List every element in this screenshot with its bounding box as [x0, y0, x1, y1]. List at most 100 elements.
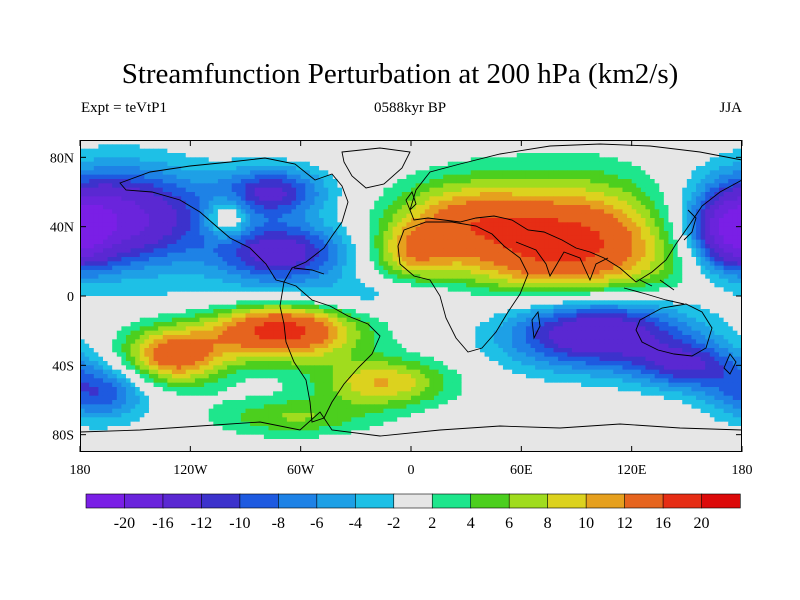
- field-cell: [231, 265, 237, 271]
- field-cell: [213, 200, 219, 206]
- field-cell: [240, 183, 246, 189]
- field-cell: [162, 248, 168, 254]
- field-cell: [286, 235, 292, 241]
- field-cell: [562, 218, 568, 223]
- field-cell: [673, 226, 679, 232]
- field-cell: [273, 261, 279, 267]
- field-cell: [479, 213, 485, 219]
- field-cell: [199, 283, 205, 288]
- field-cell: [355, 265, 361, 271]
- field-cell: [705, 270, 711, 275]
- field-cell: [576, 222, 582, 228]
- field-cell: [654, 192, 660, 197]
- field-cell: [360, 287, 366, 293]
- field-cell: [130, 140, 136, 145]
- field-cell: [429, 153, 435, 158]
- field-cell: [502, 257, 508, 262]
- field-cell: [194, 140, 200, 145]
- field-cell: [525, 183, 531, 189]
- field-cell: [231, 170, 237, 176]
- field-cell: [319, 252, 325, 258]
- field-cell: [102, 161, 108, 167]
- field-cell: [176, 270, 182, 275]
- field-cell: [502, 170, 508, 176]
- field-cell: [360, 174, 366, 180]
- field-cell: [411, 231, 416, 236]
- field-cell: [498, 244, 504, 249]
- field-cell: [654, 179, 660, 184]
- field-cell: [590, 231, 596, 236]
- field-cell: [567, 235, 573, 241]
- field-cell: [640, 274, 646, 280]
- field-cell: [374, 200, 380, 206]
- field-cell: [300, 140, 306, 145]
- field-cell: [590, 161, 596, 167]
- field-cell: [728, 161, 734, 167]
- field-cell: [682, 261, 688, 267]
- field-cell: [484, 274, 490, 280]
- field-cell: [470, 161, 476, 167]
- field-cell: [599, 166, 605, 171]
- field-cell: [236, 144, 242, 150]
- field-cell: [493, 270, 499, 275]
- field-cell: [323, 235, 329, 241]
- field-cell: [125, 205, 131, 210]
- field-cell: [696, 205, 702, 210]
- field-cell: [498, 196, 504, 202]
- field-cell: [535, 283, 541, 288]
- field-cell: [475, 252, 481, 258]
- field-cell: [484, 270, 490, 275]
- field-cell: [204, 261, 210, 267]
- field-cell: [190, 179, 196, 184]
- field-cell: [351, 274, 357, 280]
- field-cell: [737, 213, 742, 219]
- field-cell: [130, 174, 136, 180]
- field-cell: [599, 157, 605, 163]
- field-cell: [116, 174, 122, 180]
- field-cell: [93, 265, 99, 271]
- field-cell: [433, 252, 439, 258]
- field-cell: [139, 218, 145, 223]
- field-cell: [291, 235, 297, 241]
- field-cell: [576, 205, 582, 210]
- field-cell: [663, 278, 669, 284]
- field-cell: [125, 213, 131, 219]
- field-cell: [116, 153, 122, 158]
- field-cell: [355, 187, 361, 193]
- field-cell: [567, 270, 573, 275]
- field-cell: [525, 144, 531, 150]
- field-cell: [392, 265, 398, 271]
- field-cell: [388, 244, 394, 249]
- field-cell: [438, 153, 444, 158]
- field-cell: [709, 205, 715, 210]
- field-cell: [383, 183, 389, 189]
- field-cell: [613, 283, 619, 288]
- field-cell: [581, 161, 587, 167]
- field-cell: [535, 274, 541, 280]
- field-cell: [181, 170, 187, 176]
- field-cell: [673, 261, 679, 267]
- field-cell: [548, 166, 554, 171]
- field-cell: [590, 196, 596, 202]
- field-cell: [217, 278, 223, 284]
- field-cell: [89, 140, 95, 145]
- field-cell: [502, 248, 508, 254]
- field-cell: [627, 239, 633, 245]
- field-cell: [539, 235, 545, 241]
- field-cell: [263, 179, 269, 184]
- field-cell: [227, 257, 233, 262]
- field-cell: [181, 248, 187, 254]
- field-cell: [590, 226, 596, 232]
- field-cell: [158, 235, 164, 241]
- field-cell: [438, 218, 444, 223]
- field-cell: [663, 192, 669, 197]
- field-cell: [645, 192, 651, 197]
- field-cell: [613, 157, 619, 163]
- field-cell: [355, 205, 361, 210]
- field-cell: [93, 222, 99, 228]
- field-cell: [544, 153, 550, 158]
- field-cell: [323, 157, 329, 163]
- field-cell: [245, 213, 251, 219]
- field-cell: [420, 218, 426, 223]
- field-cell: [240, 252, 246, 258]
